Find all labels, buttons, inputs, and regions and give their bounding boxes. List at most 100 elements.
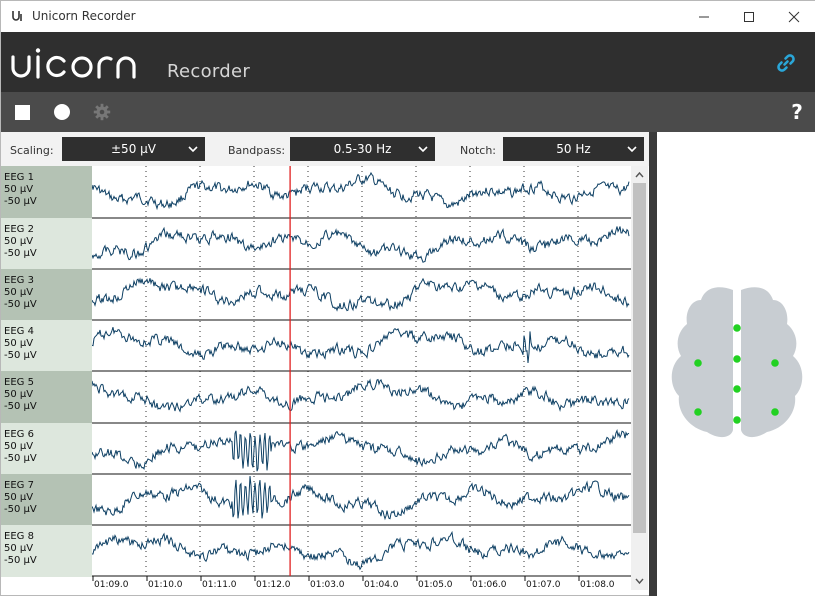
channel-label: EEG 1 50 µV -50 µV <box>1 166 92 218</box>
time-tick-label: 01:09.0 <box>94 580 129 590</box>
eeg-trace-4 <box>92 327 630 364</box>
plot-scrollbar[interactable] <box>631 166 648 590</box>
eeg-trace-3 <box>92 277 630 312</box>
channel-max: 50 µV <box>4 543 34 554</box>
chevron-down-icon <box>188 146 198 153</box>
stop-icon <box>15 105 30 120</box>
scroll-up-icon[interactable] <box>635 171 644 178</box>
panel-divider[interactable] <box>649 132 657 596</box>
electrode-dot-3 <box>733 385 741 393</box>
channel-min: -50 µV <box>4 299 37 310</box>
time-tick-label: 01:08.0 <box>580 580 615 590</box>
channel-name: EEG 2 <box>4 224 34 235</box>
title-bar: Unicorn Recorder <box>1 1 815 32</box>
channel-label: EEG 4 50 µV -50 µV <box>1 320 92 371</box>
electrode-dot-1 <box>733 324 741 332</box>
eeg-signal-plot: 01:09.0 01:10.0 01:11.0 01:12.0 01:03.0 01:04… <box>92 166 631 590</box>
channel-min: -50 µV <box>4 453 37 464</box>
electrode-head-map <box>671 287 803 438</box>
electrode-dot-7 <box>694 408 702 416</box>
channel-name: EEG 1 <box>4 172 34 183</box>
minimize-icon <box>699 16 709 18</box>
channel-label: EEG 7 50 µV -50 µV <box>1 474 92 525</box>
notch-label: Notch: <box>460 144 496 157</box>
channel-label: EEG 3 50 µV -50 µV <box>1 269 92 320</box>
channel-max: 50 µV <box>4 338 34 349</box>
app-header: Recorder <box>1 32 815 92</box>
electrode-dot-4 <box>733 416 741 424</box>
scaling-label: Scaling: <box>10 144 54 157</box>
electrode-dot-6 <box>771 359 779 367</box>
maximize-icon <box>744 12 754 22</box>
chevron-down-icon <box>627 146 637 153</box>
electrode-dot-2 <box>733 355 741 363</box>
close-button[interactable] <box>771 1 815 32</box>
eeg-trace-6 <box>92 429 630 472</box>
notch-select[interactable]: 50 Hz <box>503 137 644 161</box>
channel-label: EEG 8 50 µV -50 µV <box>1 525 92 577</box>
maximize-button[interactable] <box>726 1 771 32</box>
channel-name: EEG 8 <box>4 531 34 542</box>
channel-min: -50 µV <box>4 401 37 412</box>
app-subtitle: Recorder <box>167 61 251 82</box>
channel-min: -50 µV <box>4 196 37 207</box>
record-icon <box>54 104 70 120</box>
channel-max: 50 µV <box>4 184 34 195</box>
channel-name: EEG 6 <box>4 429 34 440</box>
toolbar: ? <box>1 92 815 132</box>
link-icon[interactable] <box>776 53 796 73</box>
unicorn-logo <box>11 48 136 79</box>
window-title: Unicorn Recorder <box>32 9 136 23</box>
channel-name: EEG 4 <box>4 326 34 337</box>
channel-max: 50 µV <box>4 441 34 452</box>
time-tick-label: 01:11.0 <box>202 580 237 590</box>
scroll-down-icon[interactable] <box>635 578 644 585</box>
scrollbar-thumb[interactable] <box>633 183 646 533</box>
channel-label: EEG 6 50 µV -50 µV <box>1 423 92 474</box>
channel-max: 50 µV <box>4 236 34 247</box>
time-tick-label: 01:07.0 <box>526 580 561 590</box>
close-icon <box>788 11 800 23</box>
time-tick-label: 01:03.0 <box>310 580 345 590</box>
app-icon <box>12 11 22 21</box>
time-tick-label: 01:04.0 <box>364 580 399 590</box>
chevron-down-icon <box>418 146 428 153</box>
channel-name: EEG 3 <box>4 275 34 286</box>
electrode-dot-5 <box>694 359 702 367</box>
channel-min: -50 µV <box>4 350 37 361</box>
record-button[interactable] <box>47 92 77 132</box>
channel-label: EEG 5 50 µV -50 µV <box>1 371 92 423</box>
left-hemisphere <box>671 287 733 438</box>
bandpass-select[interactable]: 0.5-30 Hz <box>290 137 435 161</box>
bandpass-label: Bandpass: <box>228 144 286 157</box>
help-button[interactable]: ? <box>791 100 803 124</box>
channel-max: 50 µV <box>4 492 34 503</box>
gear-icon <box>93 103 111 121</box>
channel-max: 50 µV <box>4 287 34 298</box>
eeg-trace-5 <box>92 378 630 413</box>
eeg-trace-8 <box>92 530 630 571</box>
channel-name: EEG 7 <box>4 480 34 491</box>
notch-value: 50 Hz <box>556 142 591 156</box>
eeg-trace-1 <box>92 171 630 211</box>
settings-button[interactable] <box>87 92 117 132</box>
scaling-select[interactable]: ±50 µV <box>62 137 205 161</box>
eeg-trace-2 <box>92 226 630 263</box>
time-tick-label: 01:10.0 <box>148 580 183 590</box>
stop-button[interactable] <box>7 92 37 132</box>
time-tick-label: 01:05.0 <box>418 580 453 590</box>
eeg-trace-7 <box>92 476 630 521</box>
electrode-panel <box>657 132 815 596</box>
channel-label: EEG 2 50 µV -50 µV <box>1 218 92 269</box>
channel-name: EEG 5 <box>4 377 34 388</box>
channel-max: 50 µV <box>4 389 34 400</box>
electrode-dot-8 <box>771 408 779 416</box>
minimize-button[interactable] <box>681 1 726 32</box>
time-tick-label: 01:12.0 <box>256 580 291 590</box>
scaling-value: ±50 µV <box>111 142 156 156</box>
bandpass-value: 0.5-30 Hz <box>333 142 392 156</box>
channel-min: -50 µV <box>4 504 37 515</box>
channel-min: -50 µV <box>4 555 37 566</box>
filter-bar: Scaling: ±50 µV Bandpass: 0.5-30 Hz Notc… <box>1 132 649 166</box>
